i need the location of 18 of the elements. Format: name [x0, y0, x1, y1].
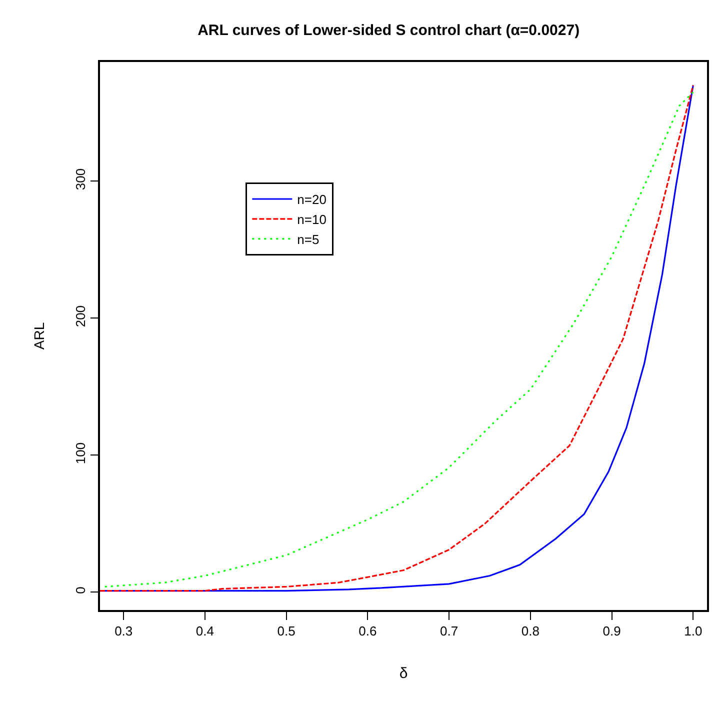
- x-tick-label: 0.7: [440, 623, 458, 638]
- chart-title: ARL curves of Lower-sided S control chart (α=0.0027): [198, 22, 580, 40]
- legend-label: n=20: [297, 192, 326, 208]
- y-tick-label: 200: [73, 305, 88, 328]
- legend-label: n=10: [297, 212, 326, 227]
- x-tick-label: 0.9: [602, 623, 621, 638]
- x-tick-label: 1.0: [684, 623, 702, 638]
- y-axis-title: ARL: [31, 322, 48, 350]
- x-tick-label: 0.6: [358, 623, 377, 638]
- y-tick-label: 100: [73, 442, 88, 464]
- x-tick-label: 0.5: [277, 623, 296, 638]
- y-tick-label: 0: [73, 586, 88, 594]
- x-tick-label: 0.4: [196, 623, 214, 638]
- x-axis-title: δ: [399, 664, 408, 682]
- y-tick-label: 300: [73, 168, 88, 190]
- legend-label: n=5: [297, 232, 320, 247]
- x-tick-label: 0.8: [521, 623, 540, 638]
- x-tick-label: 0.3: [114, 623, 133, 638]
